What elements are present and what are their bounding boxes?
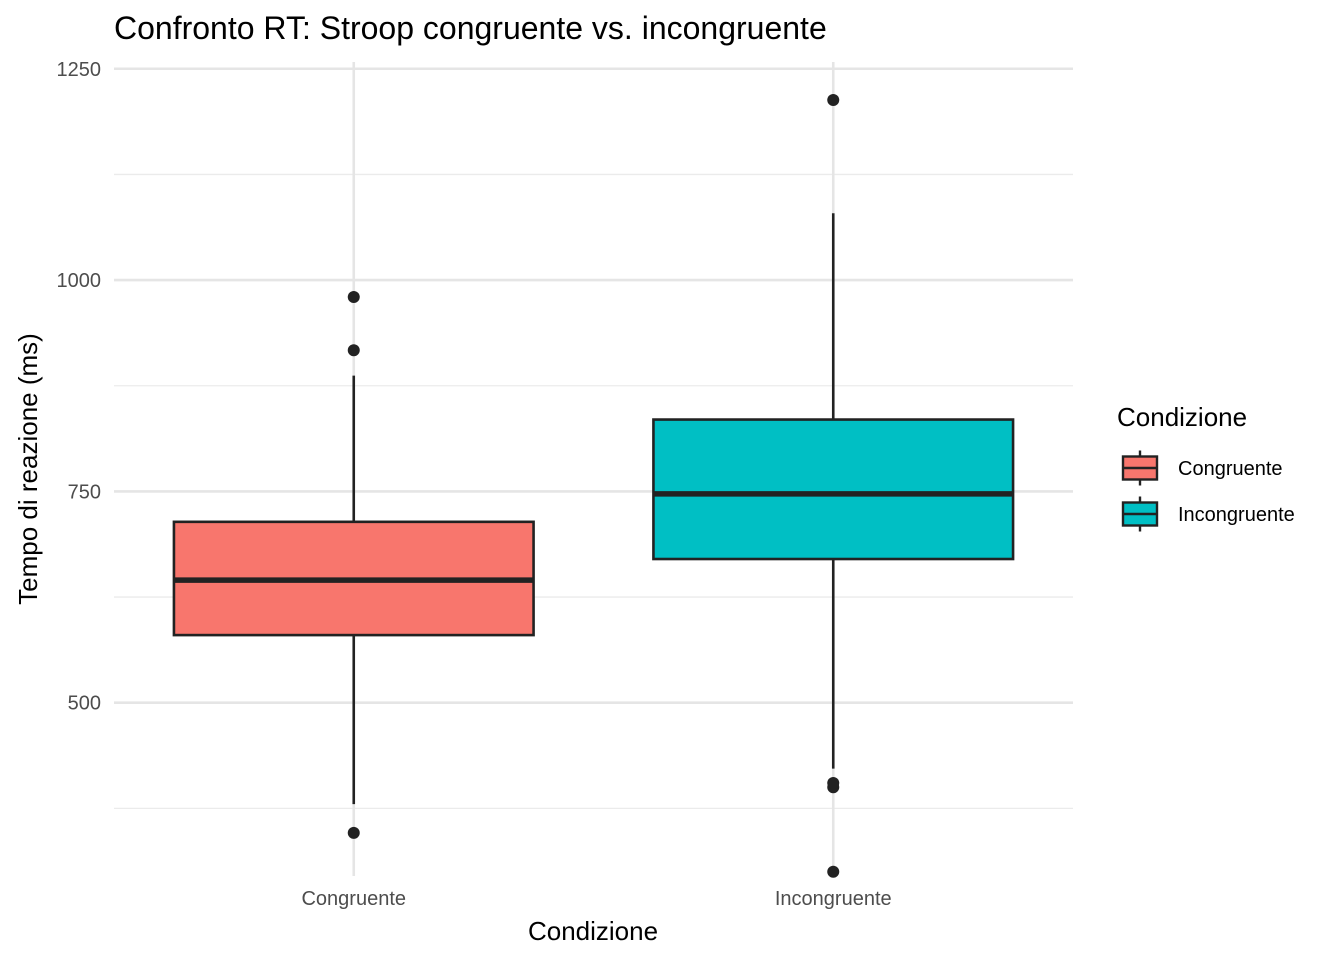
legend-label: Incongruente: [1178, 504, 1295, 526]
y-tick-label: 1000: [57, 270, 102, 292]
outlier-point: [347, 826, 360, 839]
legend-item-incongruente: Incongruente: [1121, 496, 1295, 532]
y-tick-label: 750: [68, 481, 101, 503]
outlier-point: [827, 777, 840, 790]
legend: Condizione Congruente Incongruente: [1117, 402, 1295, 532]
outlier-point: [347, 344, 360, 357]
outlier-point: [827, 865, 840, 878]
y-tick-label: 1250: [57, 59, 102, 81]
legend-title: Condizione: [1117, 402, 1247, 432]
outlier-point: [827, 94, 840, 107]
x-tick-label: Incongruente: [775, 888, 892, 910]
x-axis-title: Condizione: [528, 916, 658, 946]
chart-title: Confronto RT: Stroop congruente vs. inco…: [114, 10, 827, 46]
y-tick-label: 500: [68, 693, 101, 715]
x-tick-label: Congruente: [301, 888, 406, 910]
box-series: [172, 94, 1015, 878]
x-axis-tick-labels: Congruente Incongruente: [301, 888, 891, 910]
legend-label: Congruente: [1178, 458, 1283, 480]
box-incongruente: [652, 94, 1015, 878]
interquartile-box: [652, 418, 1015, 561]
box-congruente: [172, 290, 535, 839]
legend-item-congruente: Congruente: [1121, 450, 1283, 486]
y-axis-tick-labels: 500 750 1000 1250: [57, 59, 102, 715]
y-axis-title: Tempo di reazione (ms): [13, 333, 43, 605]
legend-keys: Congruente Incongruente: [1121, 450, 1295, 532]
plot-panel: [114, 62, 1073, 878]
outlier-point: [347, 290, 360, 303]
